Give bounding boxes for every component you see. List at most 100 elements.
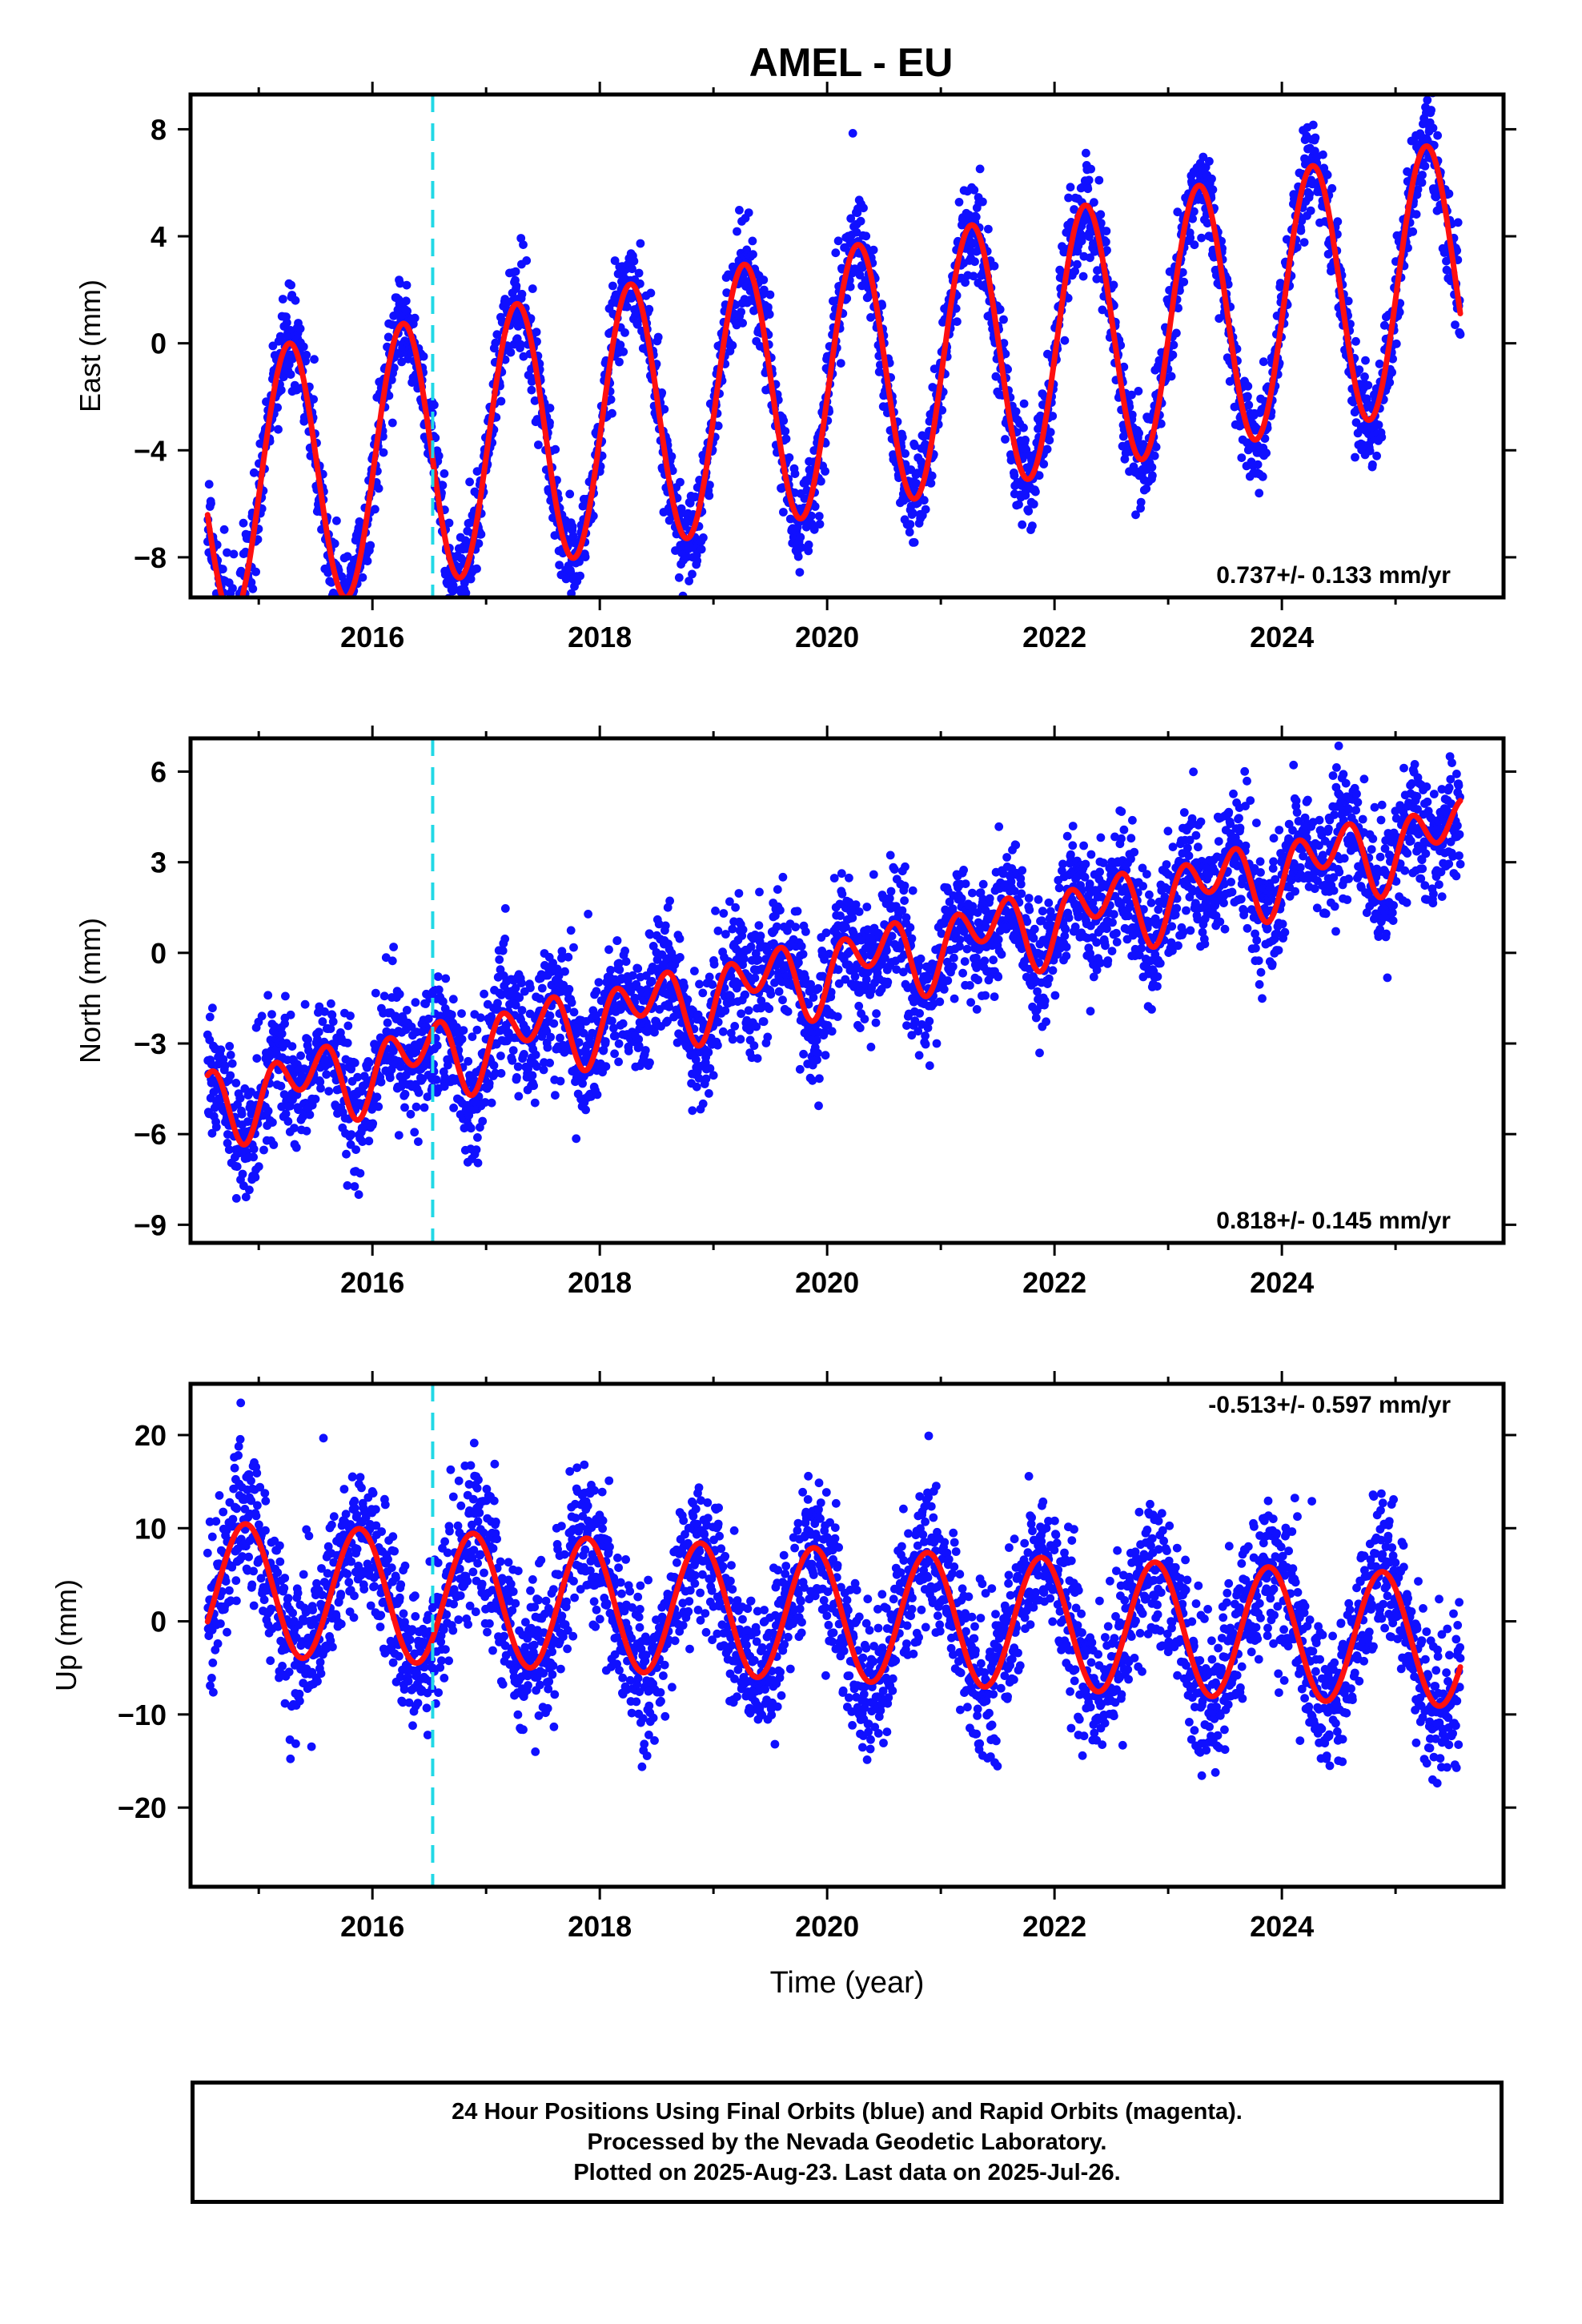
- north-point: [539, 1065, 548, 1075]
- east-xtick-label: 2018: [568, 621, 632, 653]
- east-point: [1190, 207, 1199, 216]
- east-point: [1205, 157, 1214, 166]
- north-point: [545, 1011, 555, 1020]
- north-point: [799, 1049, 808, 1059]
- north-point: [738, 925, 748, 935]
- north-point: [251, 1172, 260, 1182]
- north-point: [551, 1091, 560, 1100]
- east-point: [1173, 207, 1182, 217]
- north-point: [676, 953, 685, 962]
- east-point: [1011, 407, 1021, 416]
- north-point: [225, 1042, 235, 1051]
- east-point: [1127, 410, 1137, 420]
- east-point: [286, 370, 295, 379]
- east-point: [1387, 368, 1396, 377]
- north-point: [711, 907, 720, 915]
- east-xtick-label: 2022: [1022, 621, 1086, 653]
- north-point: [249, 1152, 258, 1162]
- north-point: [740, 954, 749, 963]
- east-point: [534, 440, 543, 449]
- east-point: [251, 567, 260, 577]
- east-point: [1102, 246, 1111, 255]
- east-point: [1360, 372, 1369, 381]
- north-point: [211, 1122, 221, 1132]
- east-point: [1156, 419, 1166, 428]
- east-point: [969, 271, 978, 281]
- east-point: [845, 282, 855, 292]
- north-point: [750, 973, 760, 983]
- north-point: [612, 936, 622, 945]
- north-point: [441, 974, 451, 983]
- north-point: [291, 1143, 301, 1152]
- east-point: [951, 304, 961, 313]
- east-point: [1102, 237, 1110, 247]
- east-point: [1136, 497, 1146, 507]
- east-point: [1306, 206, 1315, 215]
- east-point: [330, 539, 339, 549]
- east-point: [431, 433, 440, 443]
- east-point: [229, 607, 238, 616]
- east-point: [928, 383, 938, 392]
- north-point: [277, 1029, 287, 1039]
- east-point: [234, 603, 243, 612]
- north-point: [813, 983, 823, 993]
- north-point: [773, 885, 782, 895]
- east-point: [1243, 381, 1253, 391]
- east-point: [233, 618, 242, 627]
- east-point: [1042, 444, 1052, 454]
- east-point: [238, 621, 247, 629]
- east-point: [1351, 336, 1360, 346]
- north-point: [343, 1039, 352, 1047]
- east-point: [1010, 471, 1019, 480]
- east-point: [463, 611, 472, 620]
- east-point: [566, 567, 576, 577]
- north-point: [564, 984, 574, 994]
- north-point: [514, 1092, 524, 1101]
- east-point: [1001, 349, 1010, 359]
- north-point: [342, 1149, 351, 1159]
- east-point: [1260, 434, 1270, 443]
- east-point: [522, 256, 532, 265]
- north-point: [343, 1021, 353, 1031]
- east-point: [1178, 267, 1187, 277]
- north-point: [517, 1006, 527, 1015]
- north-point: [698, 1099, 708, 1108]
- east-point: [1423, 95, 1432, 105]
- east-point: [735, 206, 744, 215]
- north-point: [766, 990, 776, 999]
- north-point: [241, 1192, 251, 1202]
- north-point: [267, 1010, 276, 1019]
- north-point: [224, 1145, 234, 1154]
- east-point: [1151, 442, 1161, 452]
- north-point: [640, 1046, 650, 1055]
- north-point: [718, 1027, 728, 1036]
- east-point: [644, 304, 654, 314]
- north-point: [457, 1009, 466, 1018]
- east-point: [1172, 328, 1181, 338]
- east-point: [1064, 193, 1073, 203]
- east-point: [1003, 364, 1012, 374]
- east-point: [221, 601, 230, 610]
- east-point: [396, 279, 405, 288]
- north-point: [355, 1168, 365, 1178]
- east-point: [249, 468, 259, 477]
- east-point: [274, 424, 283, 434]
- east-point: [1029, 500, 1038, 509]
- north-point: [730, 1022, 740, 1031]
- east-point: [910, 441, 919, 450]
- east-point: [516, 340, 525, 349]
- east-point: [749, 250, 757, 259]
- east-point: [908, 509, 917, 517]
- east-point: [1259, 357, 1268, 367]
- north-point: [207, 1128, 217, 1138]
- east-point: [1034, 471, 1044, 480]
- east-point: [227, 625, 235, 633]
- east-point: [223, 548, 231, 557]
- east-point: [555, 561, 564, 569]
- east-point: [616, 340, 625, 350]
- north-point: [584, 910, 592, 919]
- east-point: [235, 632, 243, 641]
- north-point: [529, 1081, 538, 1091]
- north-point: [665, 896, 674, 906]
- east-point: [764, 303, 773, 312]
